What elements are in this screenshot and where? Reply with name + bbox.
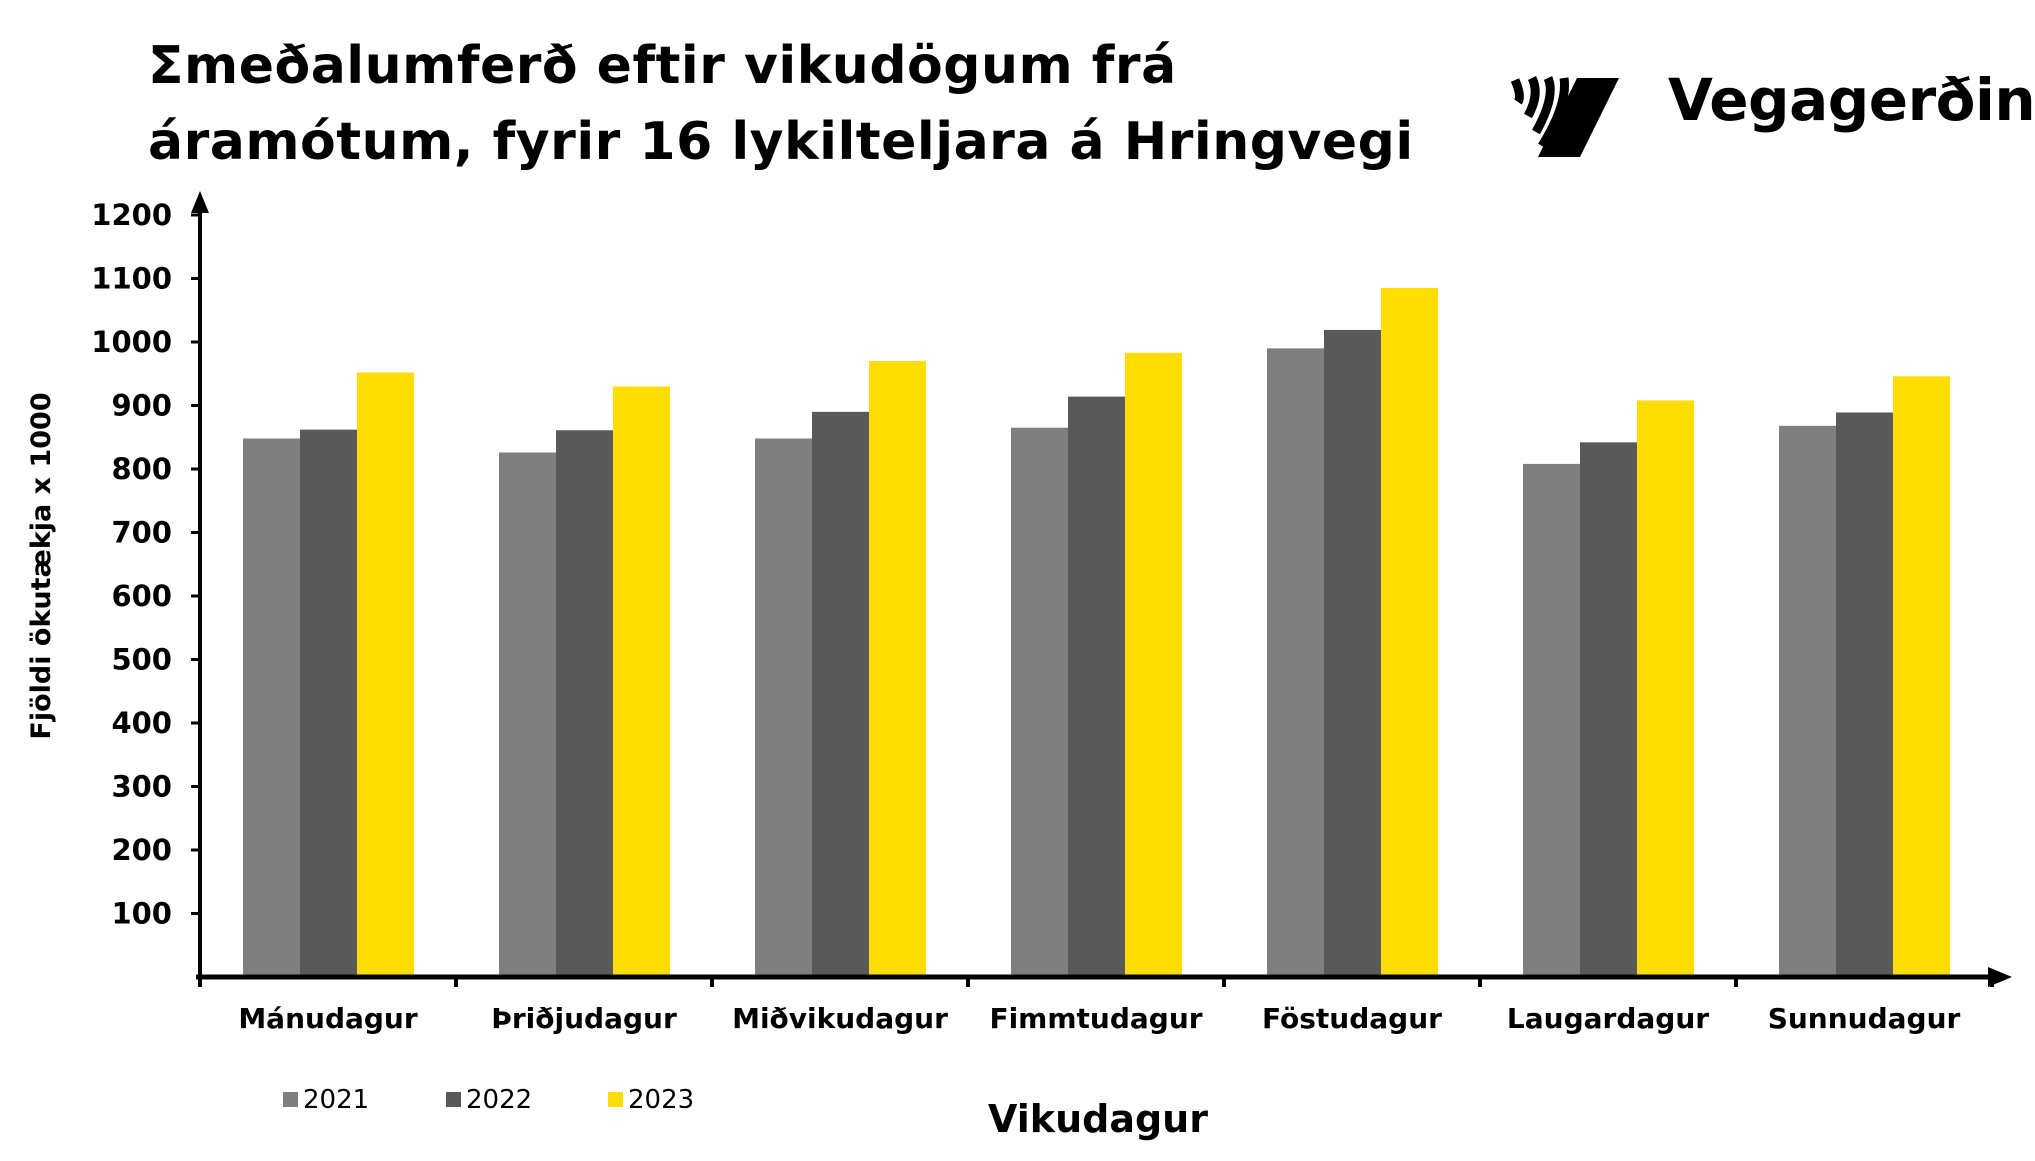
y-tick-label: 600 bbox=[111, 579, 172, 613]
y-axis-arrow-icon bbox=[191, 191, 209, 213]
y-tick-label: 900 bbox=[111, 389, 172, 423]
x-tick-label: Laugardagur bbox=[1507, 1002, 1709, 1035]
bar-2022-0 bbox=[300, 429, 357, 977]
x-tick-label: Mánudagur bbox=[238, 1002, 418, 1035]
y-tick-label: 200 bbox=[111, 833, 172, 867]
y-tick-label: 700 bbox=[111, 516, 172, 550]
x-tick-label: Miðvikudagur bbox=[732, 1002, 948, 1035]
chart-title: Σmeðalumferð eftir vikudögum frá áramótu… bbox=[148, 28, 1414, 180]
y-tick-label: 800 bbox=[111, 452, 172, 486]
bar-2022-4 bbox=[1324, 329, 1381, 977]
bar-2021-2 bbox=[755, 438, 812, 977]
bar-2023-1 bbox=[613, 386, 670, 977]
bar-2021-6 bbox=[1779, 425, 1836, 977]
bar-2023-2 bbox=[869, 361, 926, 977]
x-tick-label: Föstudagur bbox=[1262, 1002, 1442, 1035]
y-tick-label: 300 bbox=[111, 770, 172, 804]
x-tick-label: Þriðjudagur bbox=[491, 1002, 677, 1035]
x-axis-label: Vikudagur bbox=[988, 1097, 1208, 1141]
title-line-2: áramótum, fyrir 16 lykilteljara á Hringv… bbox=[148, 112, 1414, 172]
bar-2023-6 bbox=[1893, 376, 1950, 977]
y-tick-label: 400 bbox=[111, 706, 172, 740]
legend-label-2021: 2021 bbox=[303, 1085, 369, 1115]
bar-2021-4 bbox=[1267, 348, 1324, 978]
legend-swatch-2022 bbox=[446, 1092, 461, 1107]
y-tick-label: 1100 bbox=[91, 262, 172, 296]
y-tick-label: 100 bbox=[111, 897, 172, 931]
x-axis-arrow-icon bbox=[1988, 967, 2012, 987]
bar-2023-4 bbox=[1381, 288, 1438, 977]
bar-2021-5 bbox=[1523, 463, 1580, 977]
legend-swatch-2023 bbox=[608, 1092, 623, 1107]
bar-2023-3 bbox=[1125, 352, 1182, 977]
x-tick-label: Sunnudagur bbox=[1768, 1002, 1961, 1035]
y-axis-label: Fjöldi ökutækja x 1000 bbox=[26, 392, 57, 739]
y-tick-label: 500 bbox=[111, 643, 172, 677]
bar-2021-3 bbox=[1011, 427, 1068, 978]
y-tick-label: 1000 bbox=[91, 325, 172, 359]
legend-label-2023: 2023 bbox=[628, 1085, 694, 1115]
logo-text: Vegagerðin bbox=[1668, 66, 2035, 134]
bar-2022-3 bbox=[1068, 396, 1125, 977]
x-tick-label: Fimmtudagur bbox=[989, 1002, 1202, 1035]
y-tick-label: 1200 bbox=[91, 198, 172, 232]
legend-label-2022: 2022 bbox=[466, 1085, 532, 1115]
bar-2021-1 bbox=[499, 452, 556, 977]
bar-2022-2 bbox=[812, 411, 869, 978]
bar-2021-0 bbox=[243, 438, 300, 977]
bar-2022-5 bbox=[1580, 442, 1637, 978]
bar-2023-0 bbox=[357, 372, 414, 978]
bar-2022-6 bbox=[1836, 412, 1893, 977]
title-line-1: Σmeðalumferð eftir vikudögum frá bbox=[148, 36, 1177, 96]
legend-swatch-2021 bbox=[283, 1092, 298, 1107]
vegagerdin-logo-icon bbox=[1510, 75, 1619, 157]
bar-2022-1 bbox=[556, 430, 613, 977]
bar-2023-5 bbox=[1637, 400, 1694, 977]
